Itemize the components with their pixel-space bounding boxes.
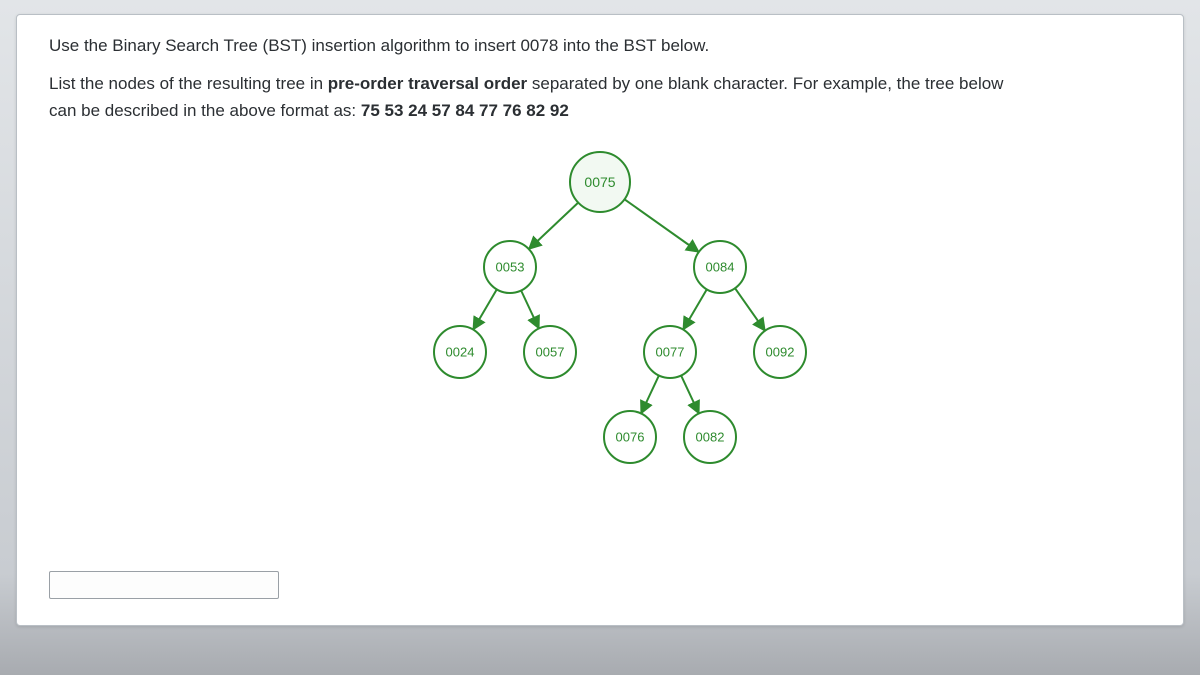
tree-edge bbox=[735, 288, 765, 331]
tree-node-label: 0076 bbox=[616, 430, 645, 445]
q3a: can be described in the above format as: bbox=[49, 101, 361, 120]
q1a: Use the Binary Search Tree (BST) inserti… bbox=[49, 36, 520, 55]
q2d: one blank character. For example, the tr… bbox=[635, 74, 1004, 93]
tree-node-label: 0024 bbox=[446, 345, 475, 360]
tree-edge bbox=[521, 291, 539, 329]
tree-node-label: 0084 bbox=[706, 260, 735, 275]
tree-edge bbox=[681, 376, 699, 414]
page: Use the Binary Search Tree (BST) inserti… bbox=[0, 0, 1200, 675]
bst-diagram: 0075 0053 0084 0024 0057 0077 0092 0076 0082 bbox=[49, 142, 1151, 492]
answer-input[interactable] bbox=[49, 571, 279, 599]
tree-edge bbox=[529, 203, 578, 250]
q2a: List the nodes of the resulting tree in bbox=[49, 74, 328, 93]
tree-node-label: 0092 bbox=[766, 345, 795, 360]
answer-row bbox=[49, 571, 279, 599]
question-card: Use the Binary Search Tree (BST) inserti… bbox=[16, 14, 1184, 626]
tree-node-label: 0082 bbox=[696, 430, 725, 445]
tree-node-label: 0053 bbox=[496, 260, 525, 275]
q1b: 0078 bbox=[520, 36, 558, 55]
tree-edge bbox=[683, 289, 707, 329]
q2b: pre-order traversal order bbox=[328, 74, 527, 93]
tree-node-label: 0075 bbox=[584, 174, 615, 190]
question-line-1: Use the Binary Search Tree (BST) inserti… bbox=[49, 33, 1151, 59]
q2c: separated by bbox=[527, 74, 630, 93]
q1c: into the BST below. bbox=[558, 36, 709, 55]
bst-svg: 0075 0053 0084 0024 0057 0077 0092 0076 0082 bbox=[320, 142, 880, 472]
question-line-2-3: List the nodes of the resulting tree in … bbox=[49, 71, 1151, 124]
q3b: 75 53 24 57 84 77 76 82 92 bbox=[361, 101, 569, 120]
tree-edge bbox=[641, 376, 659, 414]
tree-edge bbox=[473, 289, 497, 329]
tree-node-label: 0057 bbox=[536, 345, 565, 360]
tree-edge bbox=[625, 199, 699, 252]
tree-node-label: 0077 bbox=[656, 345, 685, 360]
